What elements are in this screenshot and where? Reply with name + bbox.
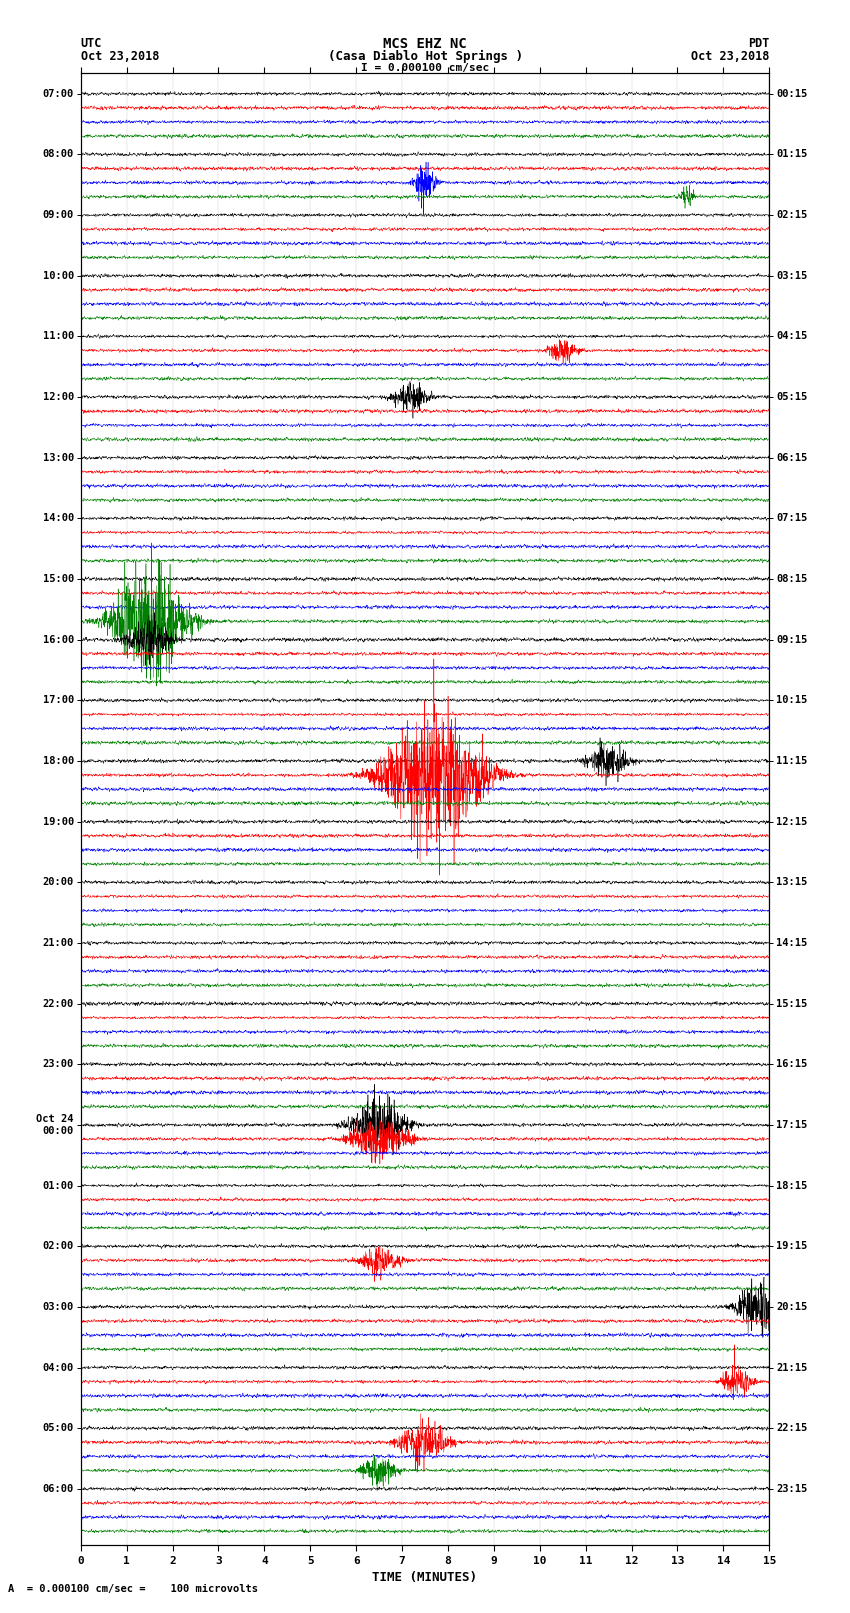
Text: UTC: UTC	[81, 37, 102, 50]
Text: MCS EHZ NC: MCS EHZ NC	[383, 37, 467, 52]
Text: I = 0.000100 cm/sec: I = 0.000100 cm/sec	[361, 63, 489, 73]
Text: (Casa Diablo Hot Springs ): (Casa Diablo Hot Springs )	[327, 50, 523, 63]
Text: A  = 0.000100 cm/sec =    100 microvolts: A = 0.000100 cm/sec = 100 microvolts	[8, 1584, 258, 1594]
Text: Oct 23,2018: Oct 23,2018	[691, 50, 769, 63]
Text: Oct 23,2018: Oct 23,2018	[81, 50, 159, 63]
Text: PDT: PDT	[748, 37, 769, 50]
X-axis label: TIME (MINUTES): TIME (MINUTES)	[372, 1571, 478, 1584]
